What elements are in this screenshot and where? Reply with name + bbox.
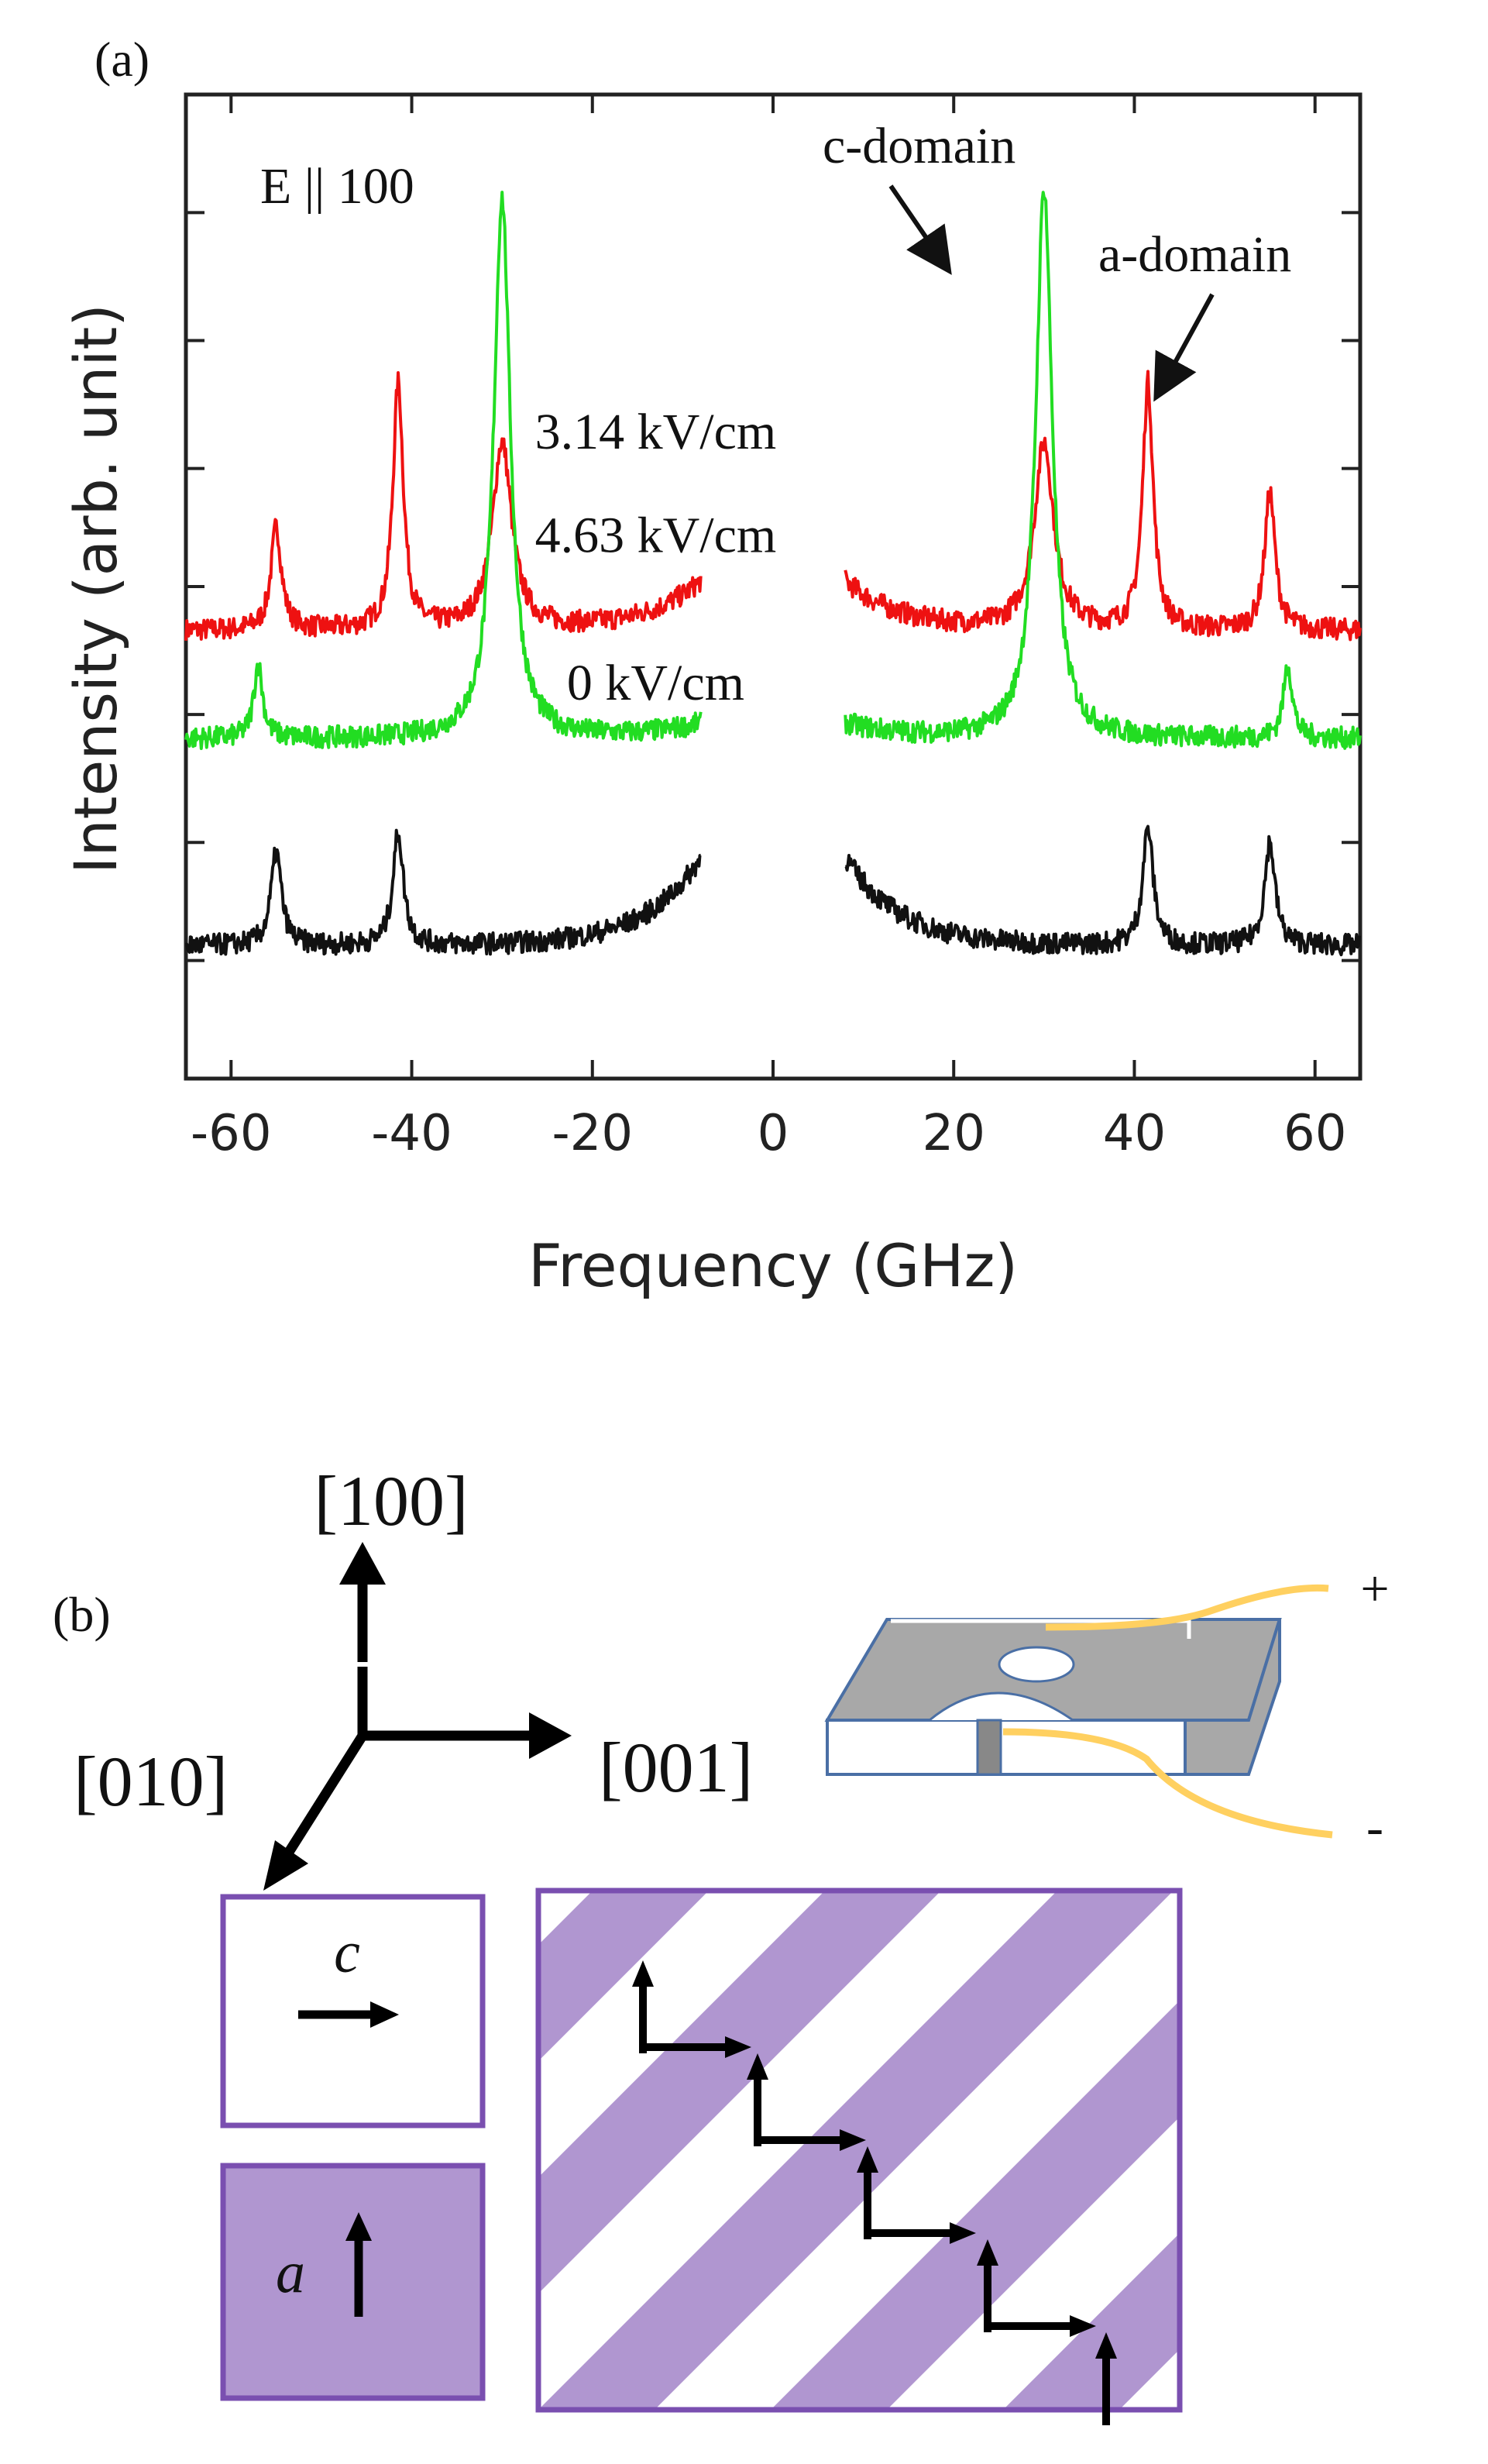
x-tick-label: -20 <box>552 1105 634 1162</box>
y-axis-label: Intensity (arb. unit) <box>61 304 130 874</box>
a-legend-label: a <box>276 2240 305 2305</box>
a-domain-arrow <box>1153 293 1215 402</box>
series-line <box>185 828 702 956</box>
crystal-axes <box>263 1542 572 1891</box>
domain-stripe <box>0 1891 12 2410</box>
negative-wire <box>1002 1728 1333 1839</box>
series-label: 3.14 kV/cm <box>535 404 777 460</box>
x-tick-label: 20 <box>923 1105 985 1162</box>
domain-pattern-frame <box>535 1888 1183 2413</box>
domain-stripe <box>538 1891 941 2294</box>
y-axis-ticks <box>186 211 1360 962</box>
c-domain-arrow <box>888 184 952 275</box>
axis-010-arrow <box>282 1733 367 1859</box>
domain-stripes <box>0 1891 1488 2410</box>
electrode-slot <box>976 1719 1002 1776</box>
domain-stripe <box>538 1891 709 2061</box>
series-label: 4.63 kV/cm <box>535 508 777 564</box>
series-line <box>184 191 703 750</box>
a-domain-legend-box <box>220 2163 486 2401</box>
axis-100-label: [100] <box>314 1461 468 1540</box>
a-domain-annotation: a-domain <box>1098 226 1291 283</box>
polarization-staircase <box>632 1960 1117 2425</box>
electrode-hole-top <box>998 1646 1075 1683</box>
series-line <box>844 191 1362 750</box>
panel-a-label: (a) <box>95 32 149 87</box>
domain-stripe <box>1003 2233 1180 2410</box>
x-tick-label: -40 <box>371 1105 452 1162</box>
x-tick-label: 60 <box>1284 1105 1346 1162</box>
series-line <box>844 824 1362 957</box>
axis-010-label: [010] <box>74 1742 228 1821</box>
series-labels: 3.14 kV/cm 4.63 kV/cm 0 kV/cm <box>535 404 777 711</box>
minus-terminal-label: - <box>1366 1799 1383 1856</box>
field-annotation: E || 100 <box>260 158 414 215</box>
axis-001-label: [001] <box>599 1728 753 1807</box>
series-label: 0 kV/cm <box>567 655 744 711</box>
a-domain-legend: a <box>220 2163 486 2401</box>
positive-wire <box>1045 1584 1329 1631</box>
x-tick-label: 0 <box>758 1105 789 1162</box>
sample-device <box>824 1584 1333 1839</box>
domain-stripe <box>538 1891 1174 2410</box>
sample-side-face <box>1184 1619 1281 1776</box>
spectra-traces <box>184 191 1362 957</box>
axis-001-arrowhead <box>529 1712 572 1759</box>
x-tick-label: -60 <box>191 1105 272 1162</box>
series-line <box>844 370 1362 642</box>
x-axis-ticks: -60 -40 -20 0 20 40 60 <box>191 95 1346 1162</box>
spectrum-plot: -60 -40 -20 0 20 40 60 3.14 kV/cm 4.63 kV/cm 0 k… <box>184 92 1363 1162</box>
c-domain-annotation: c-domain <box>823 118 1015 174</box>
x-axis-label: Frequency (GHz) <box>528 1231 1018 1300</box>
domain-stripe <box>1468 1891 1488 2410</box>
domain-stripe <box>771 2001 1180 2410</box>
panel-b-label: (b) <box>53 1587 111 1642</box>
x-tick-label: 40 <box>1103 1105 1166 1162</box>
domain-stripe <box>1235 1891 1488 2410</box>
series-line <box>184 371 703 641</box>
axis-100-arrowhead <box>339 1542 386 1585</box>
plus-terminal-label: + <box>1360 1561 1389 1617</box>
domain-stripe <box>0 1891 244 2410</box>
c-legend-label: c <box>334 1920 360 1985</box>
domain-pattern <box>0 1888 1488 2425</box>
electrode-arch <box>929 1691 1074 1722</box>
c-domain-legend: c <box>220 1894 486 2128</box>
axis-010-arrowhead <box>263 1840 308 1891</box>
